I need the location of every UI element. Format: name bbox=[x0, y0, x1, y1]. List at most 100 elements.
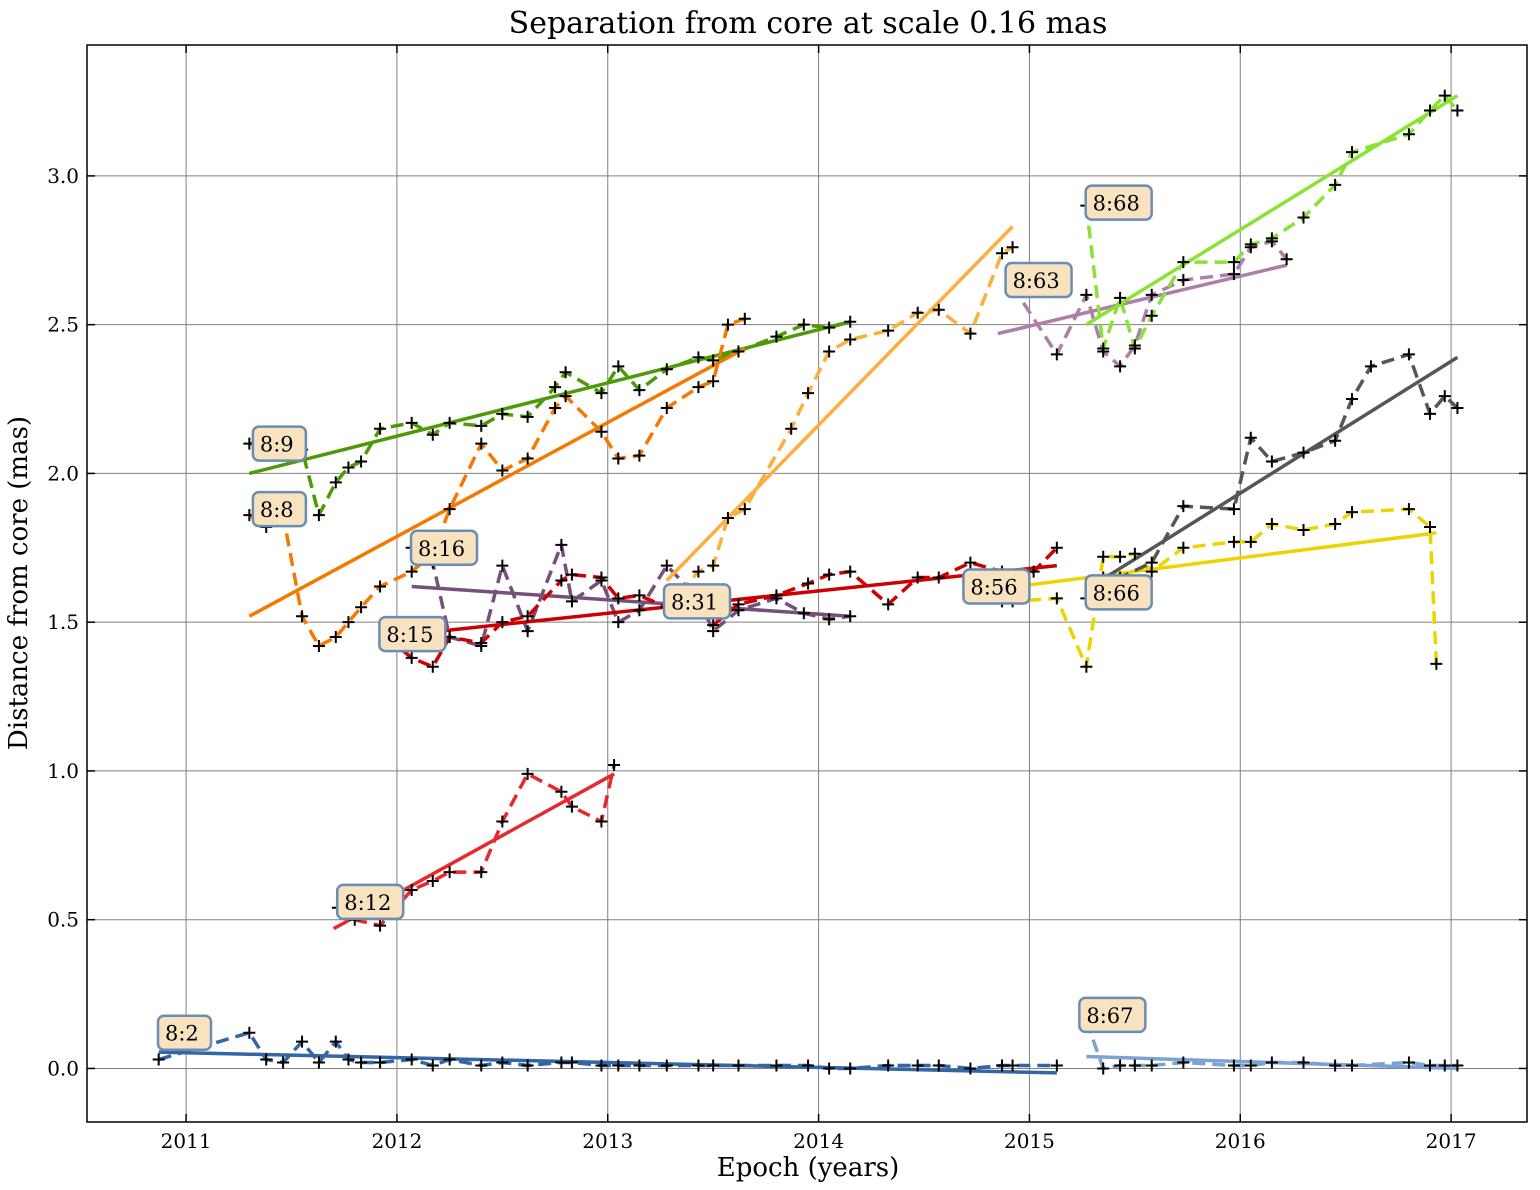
data-point-marker bbox=[243, 1026, 256, 1039]
data-point-marker bbox=[1114, 550, 1127, 563]
data-point-marker bbox=[426, 1059, 439, 1072]
x-tick-label: 2016 bbox=[1215, 1129, 1266, 1153]
data-point-marker bbox=[1346, 1059, 1359, 1072]
data-point-marker bbox=[1177, 256, 1190, 269]
data-point-marker bbox=[1114, 1059, 1127, 1072]
data-point-marker bbox=[797, 318, 810, 331]
data-point-marker bbox=[823, 321, 836, 334]
data-point-marker bbox=[1451, 1059, 1464, 1072]
data-point-marker bbox=[932, 1059, 945, 1072]
data-point-marker bbox=[426, 428, 439, 441]
data-point-marker bbox=[496, 1056, 509, 1069]
y-tick-label: 2.0 bbox=[47, 461, 79, 485]
data-point-marker bbox=[496, 559, 509, 572]
y-tick-label: 2.5 bbox=[47, 313, 79, 337]
series-label-8:12: 8:12 bbox=[335, 883, 405, 921]
data-point-marker bbox=[996, 247, 1009, 260]
data-point-marker bbox=[1438, 390, 1451, 403]
series-label-8:8: 8:8 bbox=[251, 490, 308, 528]
series-label-text: 8:67 bbox=[1086, 1004, 1133, 1028]
series-label-8:2: 8:2 bbox=[156, 1014, 213, 1051]
data-point-marker bbox=[277, 1056, 290, 1069]
data-point-marker bbox=[565, 595, 578, 608]
data-point-marker bbox=[1027, 565, 1040, 578]
data-point-marker bbox=[707, 354, 720, 367]
data-point-marker bbox=[612, 360, 625, 373]
y-tick-label: 3.0 bbox=[47, 164, 79, 188]
data-point-marker bbox=[1297, 1056, 1310, 1069]
data-point-marker bbox=[932, 303, 945, 316]
data-point-marker bbox=[802, 577, 815, 590]
series-label-box bbox=[962, 568, 1031, 605]
data-point-marker bbox=[911, 1059, 924, 1072]
data-point-marker bbox=[996, 1059, 1009, 1072]
y-tick-label: 0.0 bbox=[47, 1056, 79, 1080]
data-point-marker bbox=[555, 538, 568, 551]
data-point-marker bbox=[1097, 1062, 1110, 1075]
data-point-marker bbox=[555, 574, 568, 587]
series-8:68-fit bbox=[1085, 94, 1459, 327]
series-label-box bbox=[1084, 574, 1153, 611]
data-point-marker bbox=[1114, 360, 1127, 373]
series-label-8:66: 8:66 bbox=[1084, 574, 1153, 611]
data-point-marker bbox=[612, 1059, 625, 1072]
data-point-marker bbox=[882, 324, 895, 337]
data-point-marker bbox=[374, 919, 387, 932]
x-axis-label: Epoch (years) bbox=[717, 1153, 899, 1183]
series-8:16-fit bbox=[411, 584, 851, 618]
data-point-marker bbox=[1080, 660, 1093, 673]
data-point-marker bbox=[559, 390, 572, 403]
series-8:31-fit bbox=[665, 225, 1014, 582]
series-label-box bbox=[662, 583, 732, 620]
data-point-marker bbox=[355, 1056, 368, 1069]
data-point-marker bbox=[1297, 211, 1310, 224]
data-point-marker bbox=[932, 571, 945, 584]
data-point-marker bbox=[521, 410, 534, 423]
data-point-marker bbox=[565, 568, 578, 581]
data-point-marker bbox=[426, 660, 439, 673]
data-point-marker bbox=[1227, 268, 1240, 281]
data-point-marker bbox=[1346, 506, 1359, 519]
data-point-marker bbox=[1451, 401, 1464, 414]
data-point-marker bbox=[707, 1059, 720, 1072]
data-point-marker bbox=[1177, 541, 1190, 554]
y-axis-label: Distance from core (mas) bbox=[4, 416, 34, 750]
data-point-marker bbox=[1080, 288, 1093, 301]
data-point-marker bbox=[1346, 146, 1359, 159]
data-point-marker bbox=[426, 875, 439, 888]
data-point-marker bbox=[964, 556, 977, 569]
series-8:63-line bbox=[1011, 239, 1288, 369]
plot-frame bbox=[86, 44, 1528, 1123]
series-label-text: 8:66 bbox=[1093, 581, 1140, 605]
data-point-marker bbox=[882, 1059, 895, 1072]
data-point-marker bbox=[496, 407, 509, 420]
data-point-marker bbox=[612, 616, 625, 629]
data-point-marker bbox=[374, 580, 387, 593]
data-point-marker bbox=[802, 387, 815, 400]
data-point-marker bbox=[1128, 547, 1141, 560]
marker-layer bbox=[152, 89, 1464, 1075]
data-point-marker bbox=[1050, 592, 1063, 605]
data-point-marker bbox=[823, 613, 836, 626]
data-point-marker bbox=[1227, 256, 1240, 269]
data-point-marker bbox=[1424, 1059, 1437, 1072]
series-label-8:68: 8:68 bbox=[1084, 184, 1153, 221]
data-point-marker bbox=[1265, 517, 1278, 530]
data-point-marker bbox=[1006, 1059, 1019, 1072]
series-label-text: 8:12 bbox=[344, 891, 391, 915]
data-point-marker bbox=[329, 1035, 342, 1048]
data-point-marker bbox=[823, 568, 836, 581]
data-point-marker bbox=[633, 384, 646, 397]
series-8:56-line bbox=[969, 507, 1439, 669]
series-label-text: 8:15 bbox=[386, 623, 433, 647]
series-label-8:31: 8:31 bbox=[662, 583, 732, 620]
data-point-marker bbox=[1227, 503, 1240, 516]
series-label-8:15: 8:15 bbox=[378, 615, 447, 653]
data-point-marker bbox=[633, 604, 646, 617]
series-label-text: 8:8 bbox=[260, 498, 294, 522]
series-label-box bbox=[251, 490, 308, 528]
data-point-marker bbox=[660, 1059, 673, 1072]
data-point-marker bbox=[329, 476, 342, 489]
data-point-marker bbox=[152, 1053, 165, 1066]
data-point-marker bbox=[521, 625, 534, 638]
